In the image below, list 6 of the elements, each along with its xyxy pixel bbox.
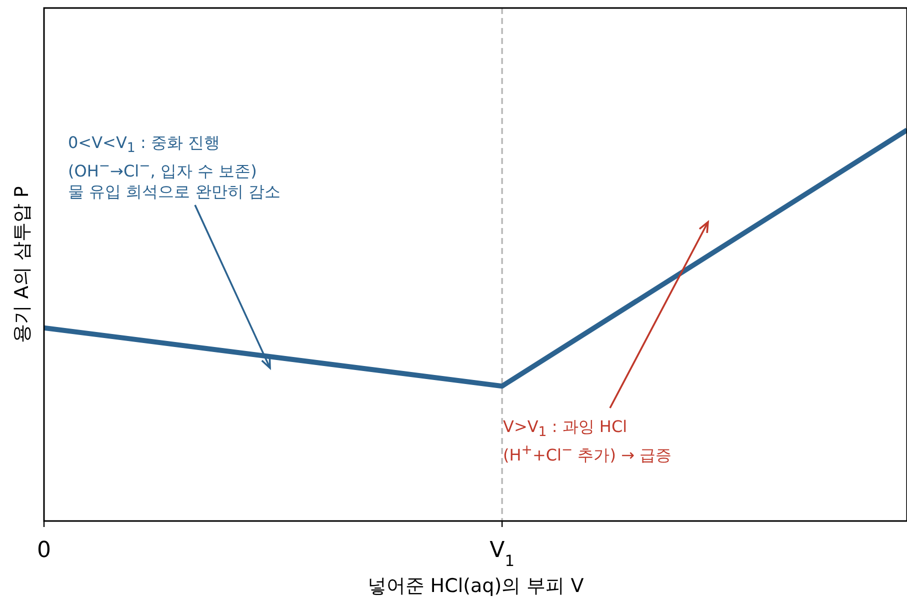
xlabel: 넣어준 HCl(aq)의 부피 V bbox=[367, 575, 584, 597]
xtick: 0 bbox=[37, 538, 51, 563]
annotation: 0<V<V$_{1}$ : 중화 진행 (OH$^{−}$→Cl$^{−}$, 입자 수 보존) 물 유입 희석으로 완만히 감소 bbox=[68, 133, 280, 202]
ylabel: 용기 A의 삼투압 P bbox=[11, 186, 33, 343]
xtick: V$_{1}$ bbox=[490, 538, 514, 570]
annotation: V>V$_{1}$ : 과잉 HCl (H$^{+}$+Cl$^{−}$ 추가) → 급증 bbox=[503, 417, 672, 466]
